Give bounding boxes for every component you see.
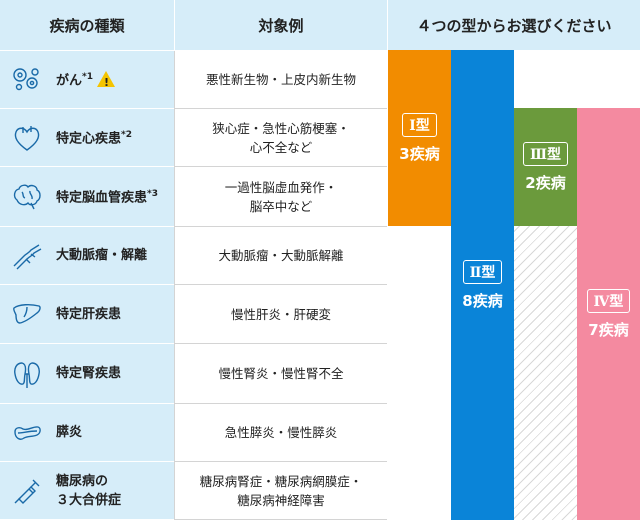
disease-row-cancer: がん*1 悪性新生物・上皮内新生物 bbox=[0, 51, 388, 109]
kidney-icon bbox=[8, 357, 46, 391]
warning-icon bbox=[96, 70, 115, 92]
blank-cell bbox=[388, 226, 451, 520]
examples-text: 慢性肝炎・肝硬変 bbox=[230, 306, 331, 322]
disease-name: 特定心疾患 bbox=[56, 131, 122, 147]
examples-text: 糖尿病腎症・糖尿病網膜症・ bbox=[199, 473, 363, 489]
disease-name: 特定脳血管疾患 bbox=[56, 190, 148, 206]
footnote-mark: *3 bbox=[147, 189, 158, 200]
disease-name: がん bbox=[56, 73, 83, 89]
examples-text: 大動脈瘤・大動脈解離 bbox=[218, 248, 344, 263]
footnote-mark: *2 bbox=[121, 130, 132, 141]
type-2-badge: Ⅱ型 bbox=[462, 259, 503, 284]
type-2-bar[interactable]: Ⅱ型 8疾病 bbox=[451, 50, 514, 520]
header-choose-type: ４つの型からお選びください bbox=[388, 0, 640, 50]
disease-name: 糖尿病の bbox=[56, 473, 109, 489]
examples-text: 一過性脳虚血発作・ bbox=[224, 179, 338, 195]
type-3-count: 2疾病 bbox=[525, 173, 566, 192]
examples-text: 脳卒中など bbox=[249, 198, 313, 214]
examples-text: 心不全など bbox=[249, 139, 313, 155]
disease-row-heart: 特定心疾患*2 狭心症・急性心筋梗塞・ 心不全など bbox=[0, 109, 388, 167]
pancreas-icon bbox=[8, 416, 46, 450]
footnote-mark: *1 bbox=[82, 72, 93, 83]
cells-icon bbox=[8, 63, 46, 97]
type-1-count: 3疾病 bbox=[399, 144, 440, 163]
aorta-icon bbox=[8, 239, 46, 273]
disease-row-kidney: 特定腎疾患 慢性腎炎・慢性腎不全 bbox=[0, 344, 388, 404]
type-2-count: 8疾病 bbox=[462, 291, 503, 310]
syringe-icon bbox=[8, 474, 46, 508]
type-selection-area: Ⅰ型 3疾病 Ⅱ型 8疾病 Ⅲ型 2疾病 Ⅳ型 7疾病 bbox=[388, 50, 640, 520]
type-3-bar[interactable]: Ⅲ型 2疾病 bbox=[514, 108, 577, 226]
examples-text: 狭心症・急性心筋梗塞・ bbox=[212, 120, 350, 136]
examples-text: 急性膵炎・慢性膵炎 bbox=[224, 425, 338, 440]
disease-name: 大動脈瘤・解離 bbox=[56, 248, 148, 263]
liver-icon bbox=[8, 297, 46, 331]
heart-icon bbox=[8, 121, 46, 155]
disease-name: 特定肝疾患 bbox=[56, 306, 122, 322]
examples-text: 悪性新生物・上皮内新生物 bbox=[205, 72, 356, 87]
header-disease-type: 疾病の種類 bbox=[0, 0, 174, 50]
disease-name: 特定腎疾患 bbox=[56, 366, 122, 381]
type-4-bar[interactable]: Ⅳ型 7疾病 bbox=[577, 108, 640, 520]
examples-text: 糖尿病神経障害 bbox=[237, 492, 325, 508]
disease-row-liver: 特定肝疾患 慢性肝炎・肝硬変 bbox=[0, 285, 388, 344]
type-4-badge: Ⅳ型 bbox=[586, 288, 631, 313]
disease-row-brain: 特定脳血管疾患*3 一過性脳虚血発作・ 脳卒中など bbox=[0, 167, 388, 227]
disease-row-pancreas: 膵炎 急性膵炎・慢性膵炎 bbox=[0, 404, 388, 462]
examples-text: 慢性腎炎・慢性腎不全 bbox=[218, 366, 344, 381]
disease-name: 膵炎 bbox=[56, 425, 83, 440]
type-3-badge: Ⅲ型 bbox=[522, 141, 569, 166]
disease-row-diabetes: 糖尿病の ３大合併症 糖尿病腎症・糖尿病網膜症・ 糖尿病神経障害 bbox=[0, 462, 388, 520]
type-1-bar[interactable]: Ⅰ型 3疾病 bbox=[388, 50, 451, 226]
type-4-count: 7疾病 bbox=[588, 320, 629, 339]
type-1-badge: Ⅰ型 bbox=[402, 112, 437, 137]
brain-icon bbox=[8, 180, 46, 214]
disease-name-line2: ３大合併症 bbox=[56, 492, 122, 508]
header-examples: 対象例 bbox=[175, 0, 387, 50]
disease-row-aorta: 大動脈瘤・解離 大動脈瘤・大動脈解離 bbox=[0, 227, 388, 285]
